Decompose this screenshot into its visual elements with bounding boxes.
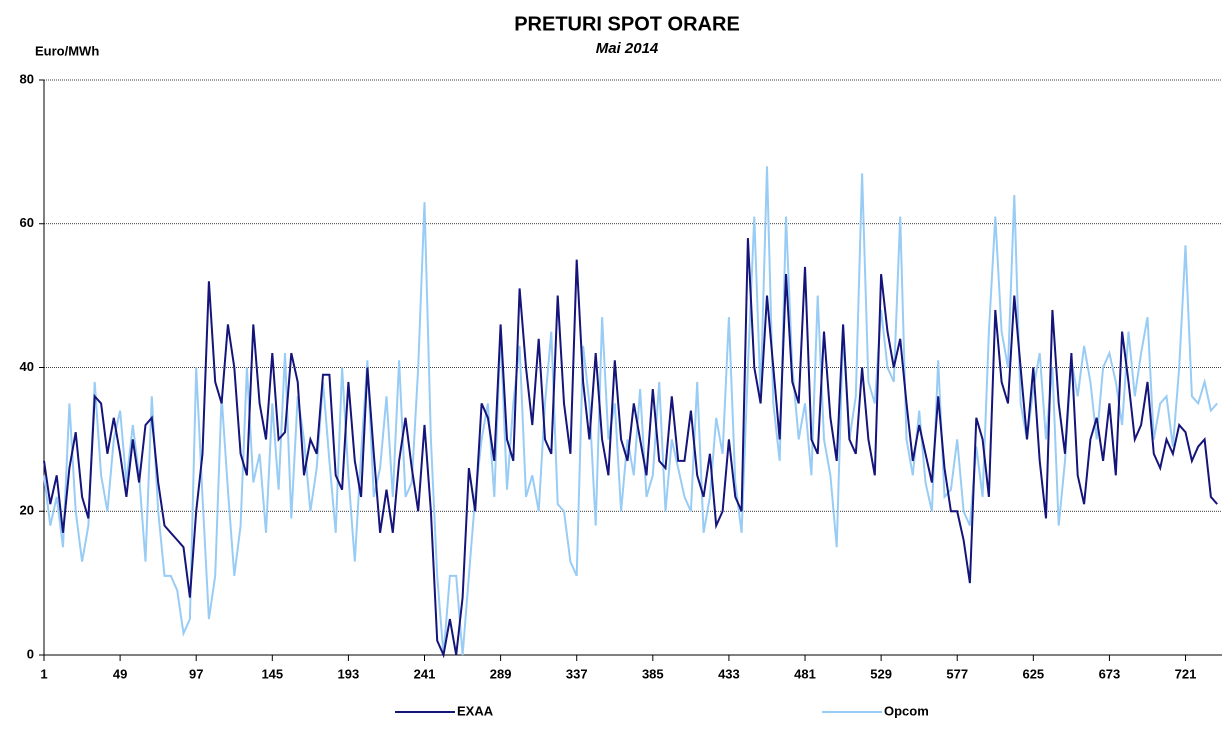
x-tick-label: 289 xyxy=(490,666,512,681)
y-tick-label: 20 xyxy=(20,503,34,518)
x-tick-label: 385 xyxy=(642,666,664,681)
x-tick-label: 145 xyxy=(261,666,283,681)
y-axis-label: Euro/MWh xyxy=(35,43,99,58)
y-tick-label: 40 xyxy=(20,359,34,374)
x-tick-label: 481 xyxy=(794,666,816,681)
x-tick-label: 721 xyxy=(1175,666,1197,681)
chart-title: PRETURI SPOT ORARE xyxy=(514,13,740,35)
legend-label: EXAA xyxy=(457,703,494,718)
x-tick-label: 1 xyxy=(40,666,47,681)
x-tick-label: 433 xyxy=(718,666,740,681)
y-tick-label: 60 xyxy=(20,215,34,230)
x-tick-label: 577 xyxy=(946,666,968,681)
y-tick-label: 0 xyxy=(27,646,34,661)
x-tick-label: 337 xyxy=(566,666,588,681)
x-tick-label: 97 xyxy=(189,666,203,681)
y-tick-label: 80 xyxy=(20,71,34,86)
x-tick-label: 241 xyxy=(414,666,436,681)
series-line xyxy=(43,166,1218,656)
x-tick-label: 625 xyxy=(1022,666,1044,681)
legend-label: Opcom xyxy=(884,703,929,718)
series-line xyxy=(43,238,1218,659)
x-tick-label: 193 xyxy=(338,666,360,681)
chart-subtitle: Mai 2014 xyxy=(596,40,659,57)
x-tick-label: 49 xyxy=(113,666,127,681)
x-tick-label: 673 xyxy=(1099,666,1121,681)
x-tick-label: 529 xyxy=(870,666,892,681)
